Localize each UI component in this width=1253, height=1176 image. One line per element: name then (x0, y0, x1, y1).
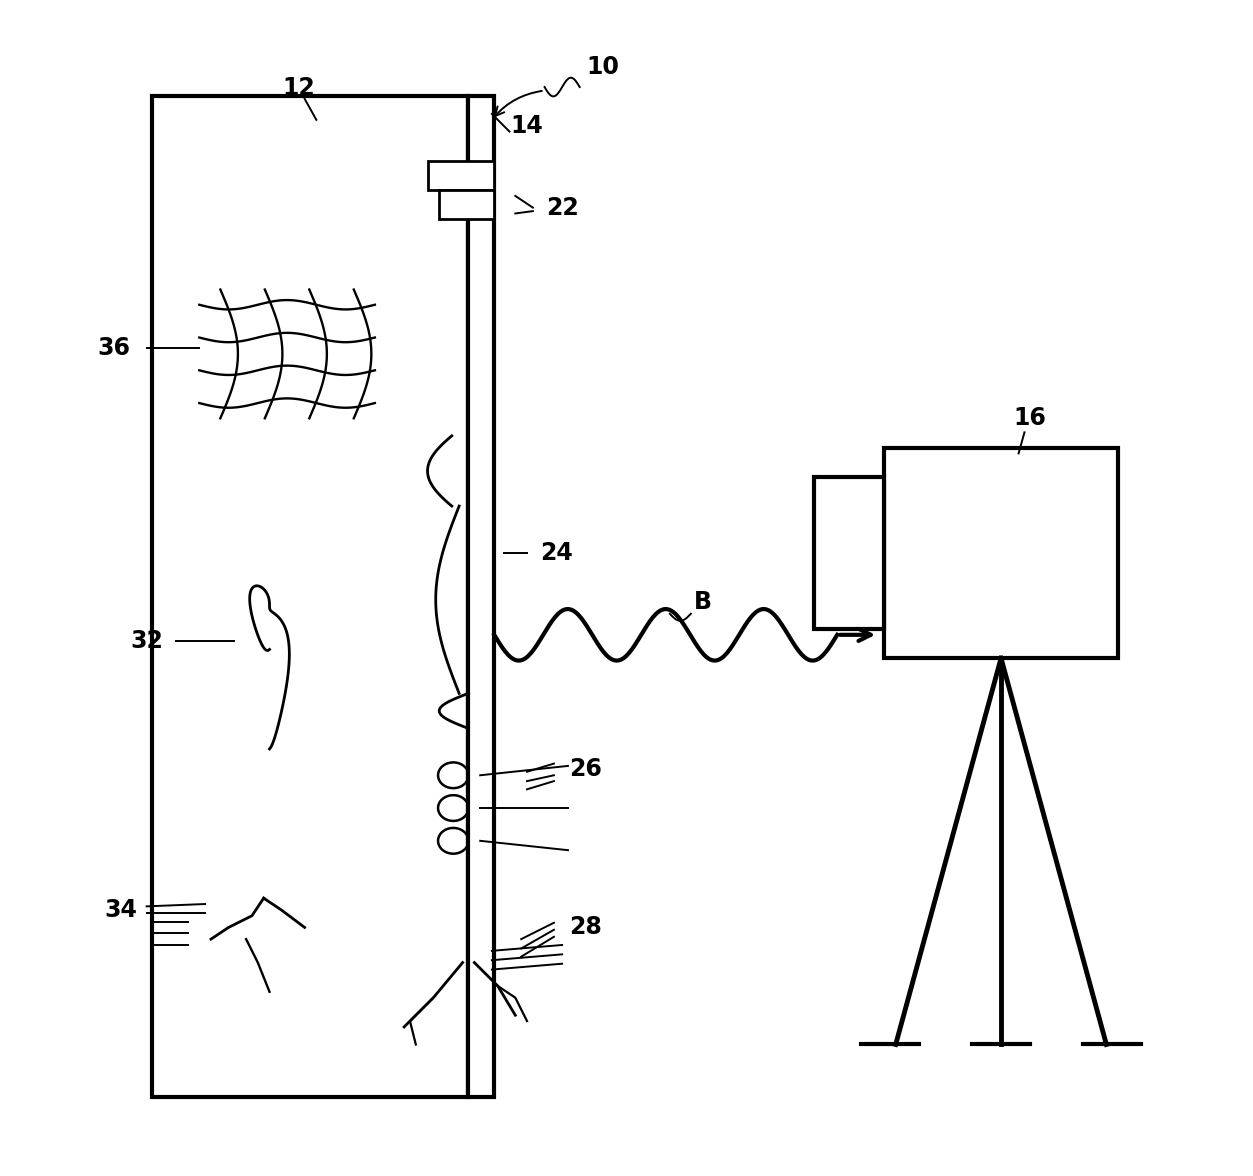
Text: 26: 26 (569, 757, 601, 781)
Bar (885, 448, 1118, 659)
Bar (440, 191, 494, 219)
Text: 16: 16 (1014, 406, 1046, 430)
Text: 10: 10 (586, 55, 619, 79)
Text: 14: 14 (511, 114, 544, 138)
Text: 22: 22 (546, 195, 579, 220)
Text: 28: 28 (569, 915, 601, 940)
Text: 34: 34 (104, 897, 138, 922)
Text: 36: 36 (98, 336, 130, 360)
Text: 32: 32 (130, 629, 163, 653)
Bar (813, 476, 885, 629)
Bar (469, 96, 494, 1097)
Text: 12: 12 (282, 76, 316, 100)
Text: 24: 24 (540, 541, 573, 564)
Bar (427, 161, 494, 191)
Text: B: B (694, 590, 712, 614)
Bar (153, 96, 469, 1097)
